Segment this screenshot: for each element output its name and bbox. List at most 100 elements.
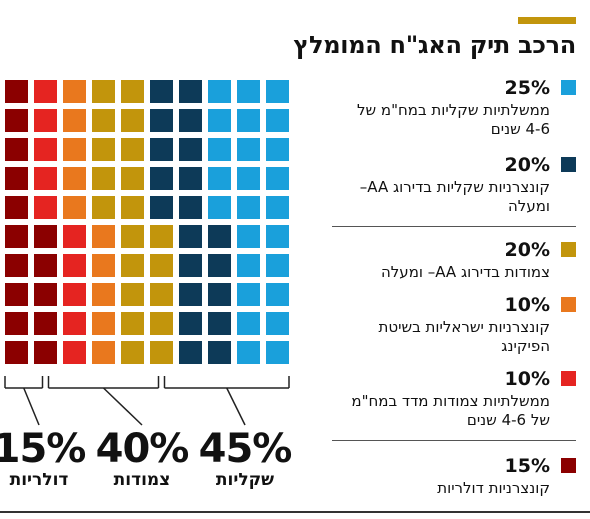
- waffle-cell: [179, 283, 202, 306]
- waffle-cell: [34, 80, 57, 103]
- waffle-cell: [208, 254, 231, 277]
- legend-percent: 20%: [504, 239, 550, 261]
- waffle-cell: [237, 283, 260, 306]
- waffle-cell: [5, 167, 28, 190]
- waffle-cell: [121, 283, 144, 306]
- waffle-cell: [266, 196, 289, 219]
- waffle-cell: [63, 80, 86, 103]
- waffle-cell: [208, 225, 231, 248]
- waffle-cell: [5, 283, 28, 306]
- waffle-cell: [179, 341, 202, 364]
- waffle-cell: [92, 196, 115, 219]
- legend-description: צמודות בדירוג AA– ומעלה: [380, 263, 550, 281]
- waffle-cell: [121, 312, 144, 335]
- summary-label: דולריות: [9, 470, 69, 490]
- waffle-cell: [5, 312, 28, 335]
- waffle-cell: [266, 341, 289, 364]
- waffle-cell: [121, 341, 144, 364]
- waffle-cell: [121, 80, 144, 103]
- legend: 25% ממשלתיות שקליות במח"מ של 4-6 שנים 20…: [326, 0, 590, 519]
- waffle-cell: [266, 254, 289, 277]
- waffle-cell: [266, 167, 289, 190]
- waffle-cell: [208, 341, 231, 364]
- legend-divider: [332, 226, 576, 227]
- waffle-cell: [63, 254, 86, 277]
- waffle-cell: [237, 138, 260, 161]
- waffle-cell: [92, 283, 115, 306]
- summary-percent: 45%: [198, 426, 293, 472]
- legend-swatch: [561, 297, 576, 312]
- waffle-cell: [5, 254, 28, 277]
- waffle-cell: [150, 167, 173, 190]
- legend-percent: 10%: [504, 368, 550, 390]
- legend-percent: 10%: [504, 294, 550, 316]
- waffle-cell: [5, 138, 28, 161]
- waffle-cell: [121, 167, 144, 190]
- waffle-cell: [63, 312, 86, 335]
- waffle-cell: [92, 225, 115, 248]
- waffle-cell: [179, 196, 202, 219]
- waffle-cell: [237, 225, 260, 248]
- waffle-cell: [5, 109, 28, 132]
- waffle-cell: [150, 341, 173, 364]
- group-leader-line: [102, 387, 143, 426]
- waffle-cell: [92, 138, 115, 161]
- waffle-cell: [237, 196, 260, 219]
- waffle-cell: [179, 167, 202, 190]
- legend-swatch: [561, 80, 576, 95]
- chart-title: הרכב תיק האג"ח המומלץ: [293, 31, 576, 59]
- accent-bar: [518, 17, 576, 24]
- waffle-cell: [150, 109, 173, 132]
- summary-label: צמודות: [113, 470, 171, 490]
- summary-shekel: 45% שקליות: [190, 428, 300, 490]
- waffle-cell: [266, 138, 289, 161]
- summary-dollar: 15% דולריות: [0, 428, 86, 490]
- legend-description: ממשלתיות צמודות מדד במח"מ של 4-6 שנים: [351, 392, 550, 429]
- legend-divider: [332, 440, 576, 441]
- waffle-cell: [237, 341, 260, 364]
- waffle-cell: [34, 138, 57, 161]
- waffle-cell: [266, 312, 289, 335]
- waffle-cell: [121, 225, 144, 248]
- waffle-cell: [179, 138, 202, 161]
- waffle-cell: [179, 109, 202, 132]
- waffle-cell: [34, 196, 57, 219]
- legend-percent: 15%: [504, 455, 550, 477]
- group-leader-line: [226, 387, 246, 426]
- summary-percent: 15%: [0, 426, 86, 472]
- waffle-cell: [34, 225, 57, 248]
- bottom-rule: [0, 511, 590, 513]
- waffle-cell: [121, 196, 144, 219]
- waffle-cell: [266, 80, 289, 103]
- legend-percent: 20%: [504, 154, 550, 176]
- waffle-cell: [34, 167, 57, 190]
- waffle-cell: [237, 109, 260, 132]
- waffle-cell: [266, 109, 289, 132]
- waffle-cell: [121, 109, 144, 132]
- waffle-cell: [179, 254, 202, 277]
- waffle-cell: [121, 138, 144, 161]
- waffle-cell: [208, 138, 231, 161]
- waffle-cell: [63, 196, 86, 219]
- waffle-cell: [208, 312, 231, 335]
- waffle-cell: [150, 196, 173, 219]
- waffle-chart: [4, 80, 290, 426]
- waffle-cell: [34, 254, 57, 277]
- legend-description: קונצרניות שקליות בדירוג AA– ומעלה: [359, 178, 550, 215]
- legend-description: קונצרניות ישראליות בשיטת הפיקינג: [378, 318, 550, 355]
- waffle-cell: [208, 283, 231, 306]
- waffle-cell: [150, 225, 173, 248]
- waffle-cell: [208, 196, 231, 219]
- summary-indexed: 40% צמודות: [87, 428, 197, 490]
- waffle-cell: [63, 167, 86, 190]
- waffle-cell: [63, 138, 86, 161]
- waffle-cell: [63, 341, 86, 364]
- waffle-cell: [150, 283, 173, 306]
- waffle-cell: [121, 254, 144, 277]
- waffle-cell: [34, 283, 57, 306]
- legend-swatch: [561, 371, 576, 386]
- waffle-cell: [179, 80, 202, 103]
- waffle-cell: [34, 341, 57, 364]
- legend-percent: 25%: [504, 77, 550, 99]
- waffle-cell: [5, 341, 28, 364]
